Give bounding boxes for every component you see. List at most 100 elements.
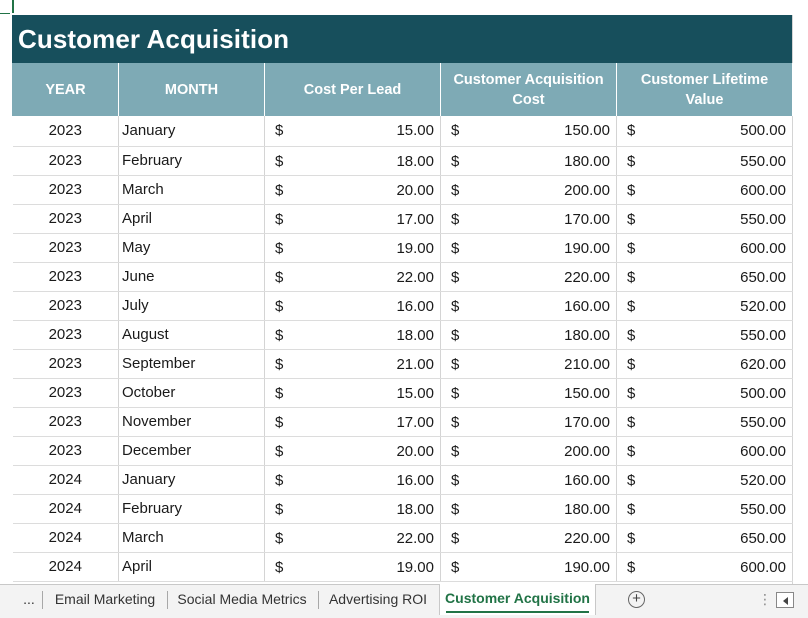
cell-year[interactable]: 2023 xyxy=(12,436,119,466)
cell-month[interactable]: August xyxy=(118,320,265,350)
tab-overflow-button[interactable]: ... xyxy=(23,591,35,607)
sheet-title[interactable]: Customer Acquisition xyxy=(12,15,792,63)
cell-customer-lifetime-value[interactable]: $650.00 xyxy=(616,262,793,292)
cell-month[interactable]: December xyxy=(118,436,265,466)
cell-customer-acquisition-cost[interactable]: $150.00 xyxy=(440,116,617,147)
cell-customer-lifetime-value[interactable]: $600.00 xyxy=(616,233,793,263)
cell-customer-acquisition-cost[interactable]: $160.00 xyxy=(440,465,617,495)
cell-customer-lifetime-value[interactable]: $600.00 xyxy=(616,175,793,205)
scroll-left-button[interactable] xyxy=(776,592,794,608)
cell-cost-per-lead[interactable]: $18.00 xyxy=(264,494,441,524)
currency-symbol: $ xyxy=(451,181,460,199)
cell-customer-lifetime-value[interactable]: $500.00 xyxy=(616,116,793,147)
cell-cost-per-lead[interactable]: $20.00 xyxy=(264,436,441,466)
cell-year[interactable]: 2024 xyxy=(12,552,119,582)
cell-year[interactable]: 2024 xyxy=(12,494,119,524)
cell-cost-per-lead[interactable]: $16.00 xyxy=(264,291,441,321)
table-row: 2023 September $21.00 $210.00 $620.00 xyxy=(12,349,793,379)
cell-customer-acquisition-cost[interactable]: $190.00 xyxy=(440,552,617,582)
cell-customer-acquisition-cost[interactable]: $220.00 xyxy=(440,262,617,292)
tab-customer-acquisition[interactable]: Customer Acquisition xyxy=(439,584,596,615)
cell-year[interactable]: 2023 xyxy=(12,291,119,321)
cell-customer-acquisition-cost[interactable]: $160.00 xyxy=(440,291,617,321)
tab-advertising-roi[interactable]: Advertising ROI xyxy=(328,591,428,607)
cell-cost-per-lead[interactable]: $16.00 xyxy=(264,465,441,495)
cell-cost-per-lead[interactable]: $19.00 xyxy=(264,552,441,582)
plus-circle-icon[interactable]: + xyxy=(628,591,645,608)
cell-month[interactable]: June xyxy=(118,262,265,292)
cell-cost-per-lead[interactable]: $15.00 xyxy=(264,116,441,147)
cell-customer-lifetime-value[interactable]: $520.00 xyxy=(616,291,793,321)
tab-email-marketing[interactable]: Email Marketing xyxy=(54,591,156,607)
cell-cost-per-lead[interactable]: $17.00 xyxy=(264,407,441,437)
column-header-month[interactable]: MONTH xyxy=(118,63,265,116)
cell-customer-lifetime-value[interactable]: $550.00 xyxy=(616,204,793,234)
cell-customer-acquisition-cost[interactable]: $150.00 xyxy=(440,378,617,408)
worksheet-grid[interactable]: Customer Acquisition YEAR MONTH Cost Per… xyxy=(0,0,808,584)
cell-customer-acquisition-cost[interactable]: $180.00 xyxy=(440,494,617,524)
grid-border-line xyxy=(792,15,793,584)
cell-customer-acquisition-cost[interactable]: $220.00 xyxy=(440,523,617,553)
tab-social-media-metrics[interactable]: Social Media Metrics xyxy=(177,591,307,607)
cell-customer-lifetime-value[interactable]: $550.00 xyxy=(616,320,793,350)
cell-customer-acquisition-cost[interactable]: $180.00 xyxy=(440,320,617,350)
cell-customer-acquisition-cost[interactable]: $170.00 xyxy=(440,407,617,437)
cell-customer-lifetime-value[interactable]: $600.00 xyxy=(616,436,793,466)
cell-year[interactable]: 2024 xyxy=(12,465,119,495)
cell-customer-acquisition-cost[interactable]: $200.00 xyxy=(440,436,617,466)
column-header-year[interactable]: YEAR xyxy=(12,63,119,116)
cell-customer-acquisition-cost[interactable]: $180.00 xyxy=(440,146,617,176)
cell-year[interactable]: 2023 xyxy=(12,175,119,205)
cell-customer-lifetime-value[interactable]: $600.00 xyxy=(616,552,793,582)
cell-customer-lifetime-value[interactable]: $550.00 xyxy=(616,146,793,176)
cell-month[interactable]: January xyxy=(118,116,265,147)
cell-cost-per-lead[interactable]: $22.00 xyxy=(264,262,441,292)
cell-customer-lifetime-value[interactable]: $520.00 xyxy=(616,465,793,495)
cell-cost-per-lead[interactable]: $17.00 xyxy=(264,204,441,234)
cell-year[interactable]: 2023 xyxy=(12,262,119,292)
column-header-cost-per-lead[interactable]: Cost Per Lead xyxy=(264,63,441,116)
cell-month[interactable]: September xyxy=(118,349,265,379)
cell-customer-lifetime-value[interactable]: $620.00 xyxy=(616,349,793,379)
vertical-dots-icon[interactable]: ⋮ xyxy=(758,591,772,607)
cell-cost-per-lead[interactable]: $20.00 xyxy=(264,175,441,205)
cell-year[interactable]: 2023 xyxy=(12,349,119,379)
cell-cost-per-lead[interactable]: $18.00 xyxy=(264,320,441,350)
cell-year[interactable]: 2023 xyxy=(12,204,119,234)
cell-month[interactable]: February xyxy=(118,146,265,176)
cell-customer-acquisition-cost[interactable]: $200.00 xyxy=(440,175,617,205)
cell-cost-per-lead[interactable]: $18.00 xyxy=(264,146,441,176)
cell-cost-per-lead[interactable]: $22.00 xyxy=(264,523,441,553)
cell-year[interactable]: 2023 xyxy=(12,320,119,350)
amount-value: 550.00 xyxy=(740,413,786,431)
cell-cost-per-lead[interactable]: $15.00 xyxy=(264,378,441,408)
cell-customer-acquisition-cost[interactable]: $210.00 xyxy=(440,349,617,379)
cell-month[interactable]: March xyxy=(118,523,265,553)
cell-customer-lifetime-value[interactable]: $500.00 xyxy=(616,378,793,408)
cell-customer-acquisition-cost[interactable]: $170.00 xyxy=(440,204,617,234)
cell-year[interactable]: 2023 xyxy=(12,233,119,263)
cell-month[interactable]: October xyxy=(118,378,265,408)
cell-year[interactable]: 2023 xyxy=(12,116,119,147)
cell-cost-per-lead[interactable]: $21.00 xyxy=(264,349,441,379)
cell-month[interactable]: April xyxy=(118,552,265,582)
cell-month[interactable]: February xyxy=(118,494,265,524)
cell-year[interactable]: 2023 xyxy=(12,146,119,176)
cell-month[interactable]: May xyxy=(118,233,265,263)
column-header-customer-acquisition-cost[interactable]: Customer Acquisition Cost xyxy=(440,63,617,116)
cell-month[interactable]: November xyxy=(118,407,265,437)
cell-year[interactable]: 2023 xyxy=(12,378,119,408)
cell-month[interactable]: March xyxy=(118,175,265,205)
cell-customer-acquisition-cost[interactable]: $190.00 xyxy=(440,233,617,263)
column-header-customer-lifetime-value[interactable]: Customer Lifetime Value xyxy=(616,63,793,116)
cell-month[interactable]: January xyxy=(118,465,265,495)
cell-cost-per-lead[interactable]: $19.00 xyxy=(264,233,441,263)
cell-year[interactable]: 2023 xyxy=(12,407,119,437)
cell-month[interactable]: July xyxy=(118,291,265,321)
amount-value: 170.00 xyxy=(564,413,610,431)
cell-customer-lifetime-value[interactable]: $550.00 xyxy=(616,494,793,524)
cell-month[interactable]: April xyxy=(118,204,265,234)
cell-customer-lifetime-value[interactable]: $550.00 xyxy=(616,407,793,437)
cell-customer-lifetime-value[interactable]: $650.00 xyxy=(616,523,793,553)
cell-year[interactable]: 2024 xyxy=(12,523,119,553)
